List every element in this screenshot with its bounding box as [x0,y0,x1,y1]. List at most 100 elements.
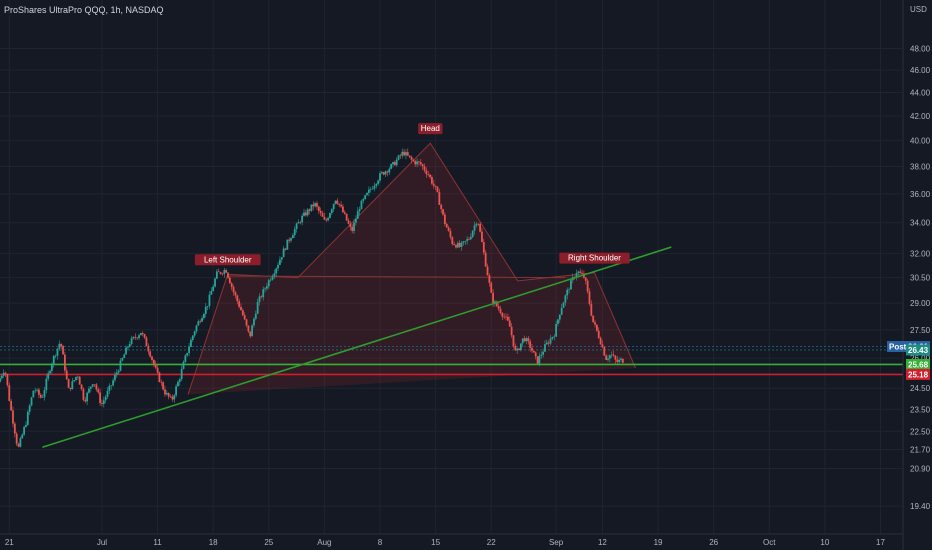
candle-body [128,344,131,347]
post-tag [887,341,906,353]
trendline [42,246,672,448]
price-tick-label: 29.00 [910,299,931,308]
candle-body [562,302,565,308]
candle-body [108,385,111,391]
candle-body [65,370,68,380]
candle-body [41,397,44,398]
candle-body [151,356,153,360]
candle-body [78,376,81,385]
price-axis[interactable]: 48.00 46.00 44.00 42.00 40.00 38.00 36.00 34.00… [910,45,931,512]
candle-body [290,238,292,241]
candle-body [523,338,526,342]
candle-body [499,308,502,314]
pattern-label: Head [421,124,440,133]
candle-body [238,301,241,307]
time-tick-label: 18 [209,538,218,547]
candle-body [471,230,474,237]
candle-body [438,192,441,205]
price-badge [906,344,930,356]
candle-body [160,381,163,383]
candle-body [338,203,341,205]
candle-body [221,273,224,275]
candle-body [232,286,235,293]
candle-body [423,166,426,171]
candle-body [264,288,266,290]
candle-body [247,325,250,332]
candle-body [152,359,155,365]
candle-body [364,195,367,199]
candle-body [227,272,229,278]
candle-body [560,307,563,315]
price-tick-label: 40.00 [910,137,931,146]
candle-body [555,323,557,337]
candle-body [614,355,617,360]
candle-body [434,185,437,187]
trendline-group[interactable] [42,246,672,448]
candle-body [267,280,270,287]
price-tick-label: 32.00 [910,249,931,258]
time-axis[interactable]: 21Jul111825Aug81522Sep121926Oct101724 [0,533,932,547]
price-badge-label: 25.18 [908,370,929,379]
candle-body [592,315,595,323]
price-tick-label: 30.50 [910,274,931,283]
candle-body [558,314,561,320]
candle-body [529,341,532,348]
candle-body [230,283,233,287]
candle-body [362,198,365,201]
candle-body [594,322,596,325]
candle-body [442,209,444,215]
candle-body [149,351,152,357]
candle-body [34,390,37,392]
price-tick-label: 38.00 [910,163,931,172]
candle-body [191,335,194,340]
candle-body [323,216,326,220]
candle-body [514,345,517,351]
candle-body [366,192,368,196]
price-axis-panel[interactable] [903,0,932,550]
candle-body [479,224,481,232]
candle-body [508,320,511,327]
candle-body [223,270,226,274]
candle-body [121,358,124,361]
candle-body [597,330,600,338]
candle-body [71,381,74,390]
price-tick-label: 26.00 [910,354,931,363]
price-tick-label: 46.00 [910,66,931,75]
time-tick-label: 8 [378,538,383,547]
candle-body [545,342,548,345]
candle-body [607,358,609,360]
candle-body [62,345,64,355]
candle-body [551,337,554,339]
candle-body [234,292,237,296]
candle-body [416,161,418,165]
price-badge-label: 26.43 [908,346,929,355]
candle-body [127,346,129,348]
candle-body [175,386,177,396]
candle-body [4,372,7,374]
candle-body [125,347,127,355]
candle-body [486,266,489,276]
candle-body [26,411,29,425]
candle-body [351,226,354,231]
candle-body [495,301,498,307]
candle-body [447,227,450,231]
candle-body [392,162,394,165]
candle-body [275,268,278,274]
candle-body [297,222,300,224]
candle-body [271,276,274,280]
price-tick-label: 19.40 [910,502,931,511]
candle-body [431,177,433,184]
candle-body [251,325,253,337]
symbol-title[interactable]: ProShares UltraPro QQQ, 1h, NASDAQ [4,5,164,15]
pattern-label: Left Shoulder [204,255,252,264]
candle-body [0,378,1,383]
candle-body [419,162,422,165]
candle-body [269,279,272,281]
candle-body [260,296,263,298]
candle-body [358,209,361,212]
candle-body [421,164,424,167]
time-tick-label: Jul [97,538,107,547]
candle-body [492,292,494,304]
